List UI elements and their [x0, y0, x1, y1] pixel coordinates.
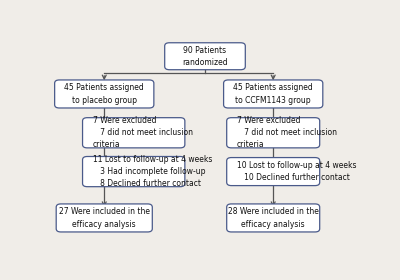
- Text: 45 Patients assigned
to placebo group: 45 Patients assigned to placebo group: [64, 83, 144, 104]
- FancyBboxPatch shape: [55, 80, 154, 108]
- FancyBboxPatch shape: [224, 80, 323, 108]
- Text: 11 Lost to follow-up at 4 weeks
   3 Had incomplete follow-up
   8 Declined furt: 11 Lost to follow-up at 4 weeks 3 Had in…: [93, 155, 212, 188]
- Text: 90 Patients
randomized: 90 Patients randomized: [182, 46, 228, 67]
- Text: 27 Were included in the
efficacy analysis: 27 Were included in the efficacy analysi…: [59, 207, 150, 228]
- FancyBboxPatch shape: [227, 158, 320, 186]
- FancyBboxPatch shape: [82, 118, 185, 148]
- Text: 7 Were excluded
   7 did not meet inclusion
criteria: 7 Were excluded 7 did not meet inclusion…: [93, 116, 193, 150]
- Text: 28 Were included in the
efficacy analysis: 28 Were included in the efficacy analysi…: [228, 207, 319, 228]
- FancyBboxPatch shape: [227, 204, 320, 232]
- Text: 45 Patients assigned
to CCFM1143 group: 45 Patients assigned to CCFM1143 group: [233, 83, 313, 104]
- Text: 10 Lost to follow-up at 4 weeks
   10 Declined further contact: 10 Lost to follow-up at 4 weeks 10 Decli…: [237, 161, 356, 182]
- FancyBboxPatch shape: [82, 157, 185, 187]
- FancyBboxPatch shape: [165, 43, 245, 70]
- Text: 7 Were excluded
   7 did not meet inclusion
criteria: 7 Were excluded 7 did not meet inclusion…: [237, 116, 337, 150]
- FancyBboxPatch shape: [56, 204, 152, 232]
- FancyBboxPatch shape: [227, 118, 320, 148]
